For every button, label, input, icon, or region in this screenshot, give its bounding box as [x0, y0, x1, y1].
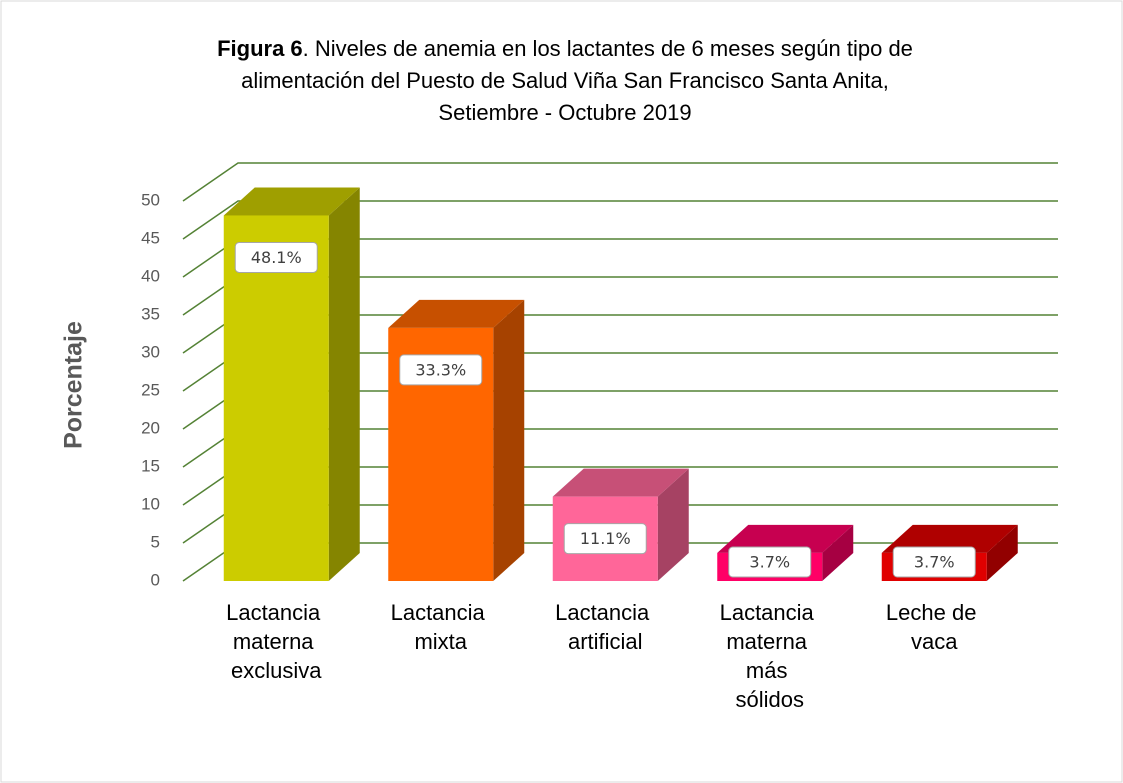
- value-label-box: [728, 546, 812, 578]
- y-tick-label: 30: [141, 342, 160, 361]
- y-tick-label: 20: [141, 418, 160, 437]
- x-tick-label: Leche de vaca: [886, 600, 983, 654]
- x-tick-label: Lactancia materna exclusiva: [226, 600, 326, 683]
- bar-top: [552, 468, 689, 497]
- y-tick-label: 15: [141, 456, 160, 475]
- y-tick-label: 40: [141, 266, 160, 285]
- bar-top: [881, 524, 1018, 553]
- bar-side: [328, 187, 360, 581]
- value-label: 33.3%: [415, 360, 466, 379]
- bar: [223, 215, 329, 581]
- bar-side: [822, 524, 854, 581]
- title-line: alimentación del Puesto de Salud Viña Sa…: [241, 68, 889, 93]
- value-label-box: [892, 546, 976, 578]
- value-label-box: [234, 241, 318, 273]
- bar-top: [223, 187, 360, 216]
- y-tick-label: 5: [151, 532, 160, 551]
- y-tick-label: 0: [151, 570, 160, 589]
- y-tick-label: 50: [141, 190, 160, 209]
- grid-line: [182, 162, 1058, 202]
- chart-title: Figura 6. Niveles de anemia en los lacta…: [217, 36, 913, 61]
- title-line: . Niveles de anemia en los lactantes de …: [303, 36, 913, 61]
- bar-side: [657, 468, 689, 581]
- y-tick-label: 35: [141, 304, 160, 323]
- x-tick-label: Lactancia artificial: [555, 600, 655, 654]
- y-tick-label: 10: [141, 494, 160, 513]
- y-tick-label: 45: [141, 228, 160, 247]
- figure-label: Figura 6: [217, 36, 303, 61]
- value-label: 3.7%: [749, 553, 790, 572]
- bar-top: [717, 524, 854, 553]
- bar-side: [493, 299, 525, 581]
- x-tick-label: Lactancia materna más sólidos: [720, 600, 820, 712]
- grid-line: [182, 200, 1058, 240]
- value-label-box: [399, 354, 483, 386]
- bar-top: [388, 299, 525, 328]
- y-axis-label: Porcentaje: [60, 321, 88, 449]
- value-label: 48.1%: [251, 248, 302, 267]
- y-tick-label: 25: [141, 380, 160, 399]
- value-label-box: [563, 523, 647, 555]
- bar-side: [986, 524, 1018, 581]
- title-line: Setiembre - Octubre 2019: [438, 100, 691, 125]
- value-label: 11.1%: [580, 529, 631, 548]
- value-label: 3.7%: [914, 553, 955, 572]
- x-tick-label: Lactancia mixta: [391, 600, 491, 654]
